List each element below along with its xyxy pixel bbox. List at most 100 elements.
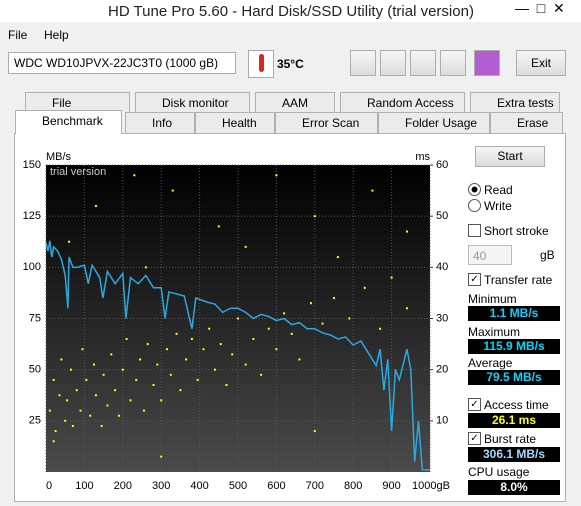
tab[interactable]: Erase — [490, 112, 563, 133]
start-button[interactable]: Start — [475, 146, 545, 167]
access-point — [283, 312, 286, 315]
access-point — [66, 399, 69, 402]
access-point — [85, 378, 88, 381]
access-point — [160, 455, 163, 458]
y2-tick-label: 30 — [436, 312, 448, 324]
access-point — [129, 399, 132, 402]
copy-button[interactable] — [350, 50, 376, 76]
access-point — [185, 358, 188, 361]
access-point — [405, 230, 408, 233]
access-point — [165, 348, 168, 351]
access-point — [175, 332, 178, 335]
access-point — [313, 430, 316, 433]
access-point — [142, 409, 145, 412]
access-point — [244, 245, 247, 248]
access-point — [363, 286, 366, 289]
x-tick-label: 200 — [114, 480, 132, 492]
x-tick-label: 300 — [152, 480, 170, 492]
access-point — [231, 353, 234, 356]
stroke-input[interactable]: 40 — [468, 245, 512, 265]
radio-write[interactable] — [468, 199, 481, 212]
access-point — [54, 430, 57, 433]
access-point — [64, 419, 67, 422]
tab[interactable]: Health — [195, 112, 275, 133]
x-tick-label: 700 — [306, 480, 324, 492]
access-point — [252, 337, 255, 340]
options-button[interactable] — [440, 50, 466, 76]
x-tick-label: 500 — [229, 480, 247, 492]
y-tick-label: 25 — [29, 415, 41, 427]
access-point — [117, 414, 120, 417]
y-tick-label: 100 — [23, 261, 41, 273]
access-point — [125, 337, 128, 340]
copy2-button[interactable] — [380, 50, 406, 76]
menu-help[interactable]: Help — [44, 28, 69, 42]
access-point — [79, 409, 82, 412]
tab[interactable]: Error Scan — [275, 112, 378, 133]
drive-select[interactable]: WDC WD10JPVX-22JC3T0 (1000 gB) — [8, 52, 236, 74]
y-axis-title: MB/s — [46, 151, 72, 163]
screenshot-button[interactable] — [410, 50, 436, 76]
tab[interactable]: Random Access — [340, 92, 465, 112]
window-controls[interactable]: — □ ✕ — [515, 0, 565, 16]
tab[interactable]: Info — [125, 112, 195, 133]
tab-selected[interactable]: Benchmark — [15, 110, 122, 134]
access-point — [58, 394, 61, 397]
short-stroke-check[interactable] — [468, 224, 481, 237]
exit-button[interactable]: Exit — [516, 50, 566, 76]
access-point — [217, 225, 220, 228]
burst-check[interactable]: ✓ — [468, 432, 481, 445]
access-point — [94, 204, 97, 207]
tab[interactable]: AAM — [255, 92, 335, 112]
save-button[interactable] — [474, 50, 500, 76]
access-point — [196, 378, 199, 381]
y-tick-label: 50 — [29, 364, 41, 376]
cpu-value: 8.0% — [468, 480, 560, 495]
access-point — [106, 404, 109, 407]
title-bar — [0, 0, 581, 22]
transfer-line — [45, 240, 430, 471]
access-point — [110, 353, 113, 356]
tab[interactable]: Extra tests — [470, 92, 560, 112]
radio-read[interactable] — [468, 183, 481, 196]
access-point — [93, 363, 95, 366]
access-point — [146, 343, 149, 346]
maximum-value: 115.9 MB/s — [468, 339, 560, 354]
access-point — [156, 363, 159, 366]
x-tick-label: 0 — [46, 480, 52, 492]
access-point — [336, 256, 339, 259]
access-point — [219, 343, 222, 346]
access-point — [71, 424, 74, 427]
tab[interactable]: Disk monitor — [135, 92, 250, 112]
access-point — [225, 384, 228, 387]
access-point — [237, 317, 239, 320]
access-point — [139, 358, 142, 361]
access-point — [379, 327, 382, 330]
x-tick-label: 900 — [382, 480, 400, 492]
access-point — [48, 409, 51, 412]
menu-file[interactable]: File — [8, 28, 28, 42]
access-point — [202, 348, 205, 351]
write-label: Write — [484, 199, 512, 213]
average-label: Average — [468, 356, 513, 370]
access-point — [267, 327, 270, 330]
access-point — [348, 317, 351, 320]
access-check[interactable]: ✓ — [468, 398, 481, 411]
transfer-check[interactable]: ✓ — [468, 273, 481, 286]
thermo-icon — [248, 50, 274, 78]
access-point — [321, 322, 324, 325]
x-tick-label: 100 — [75, 480, 93, 492]
access-point — [102, 373, 105, 376]
transfer-label: Transfer rate — [484, 273, 553, 287]
x-tick-label: 800 — [344, 480, 362, 492]
minimum-value: 1.1 MB/s — [468, 306, 560, 321]
access-point — [135, 378, 138, 381]
access-point — [100, 424, 103, 427]
access-point — [69, 368, 72, 371]
tab[interactable]: Folder Usage — [378, 112, 490, 133]
access-point — [390, 276, 393, 279]
access-point — [152, 384, 155, 387]
y2-tick-label: 10 — [436, 415, 448, 427]
read-label: Read — [484, 183, 513, 197]
